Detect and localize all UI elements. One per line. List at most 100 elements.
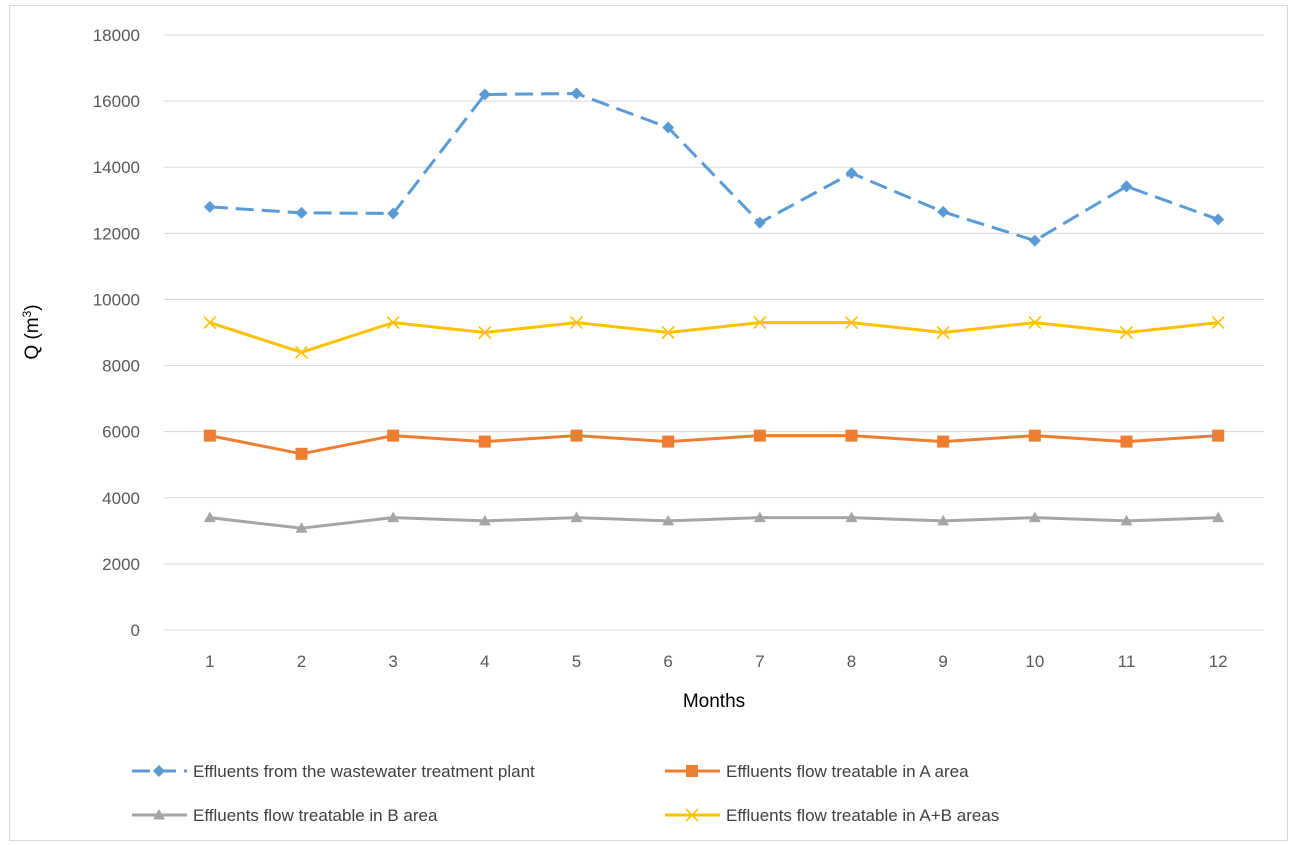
data-point	[1120, 180, 1133, 193]
y-tick-label: 0	[131, 621, 140, 640]
data-point	[478, 514, 491, 526]
x-tick-label: 11	[1118, 652, 1136, 671]
data-point	[1120, 514, 1133, 526]
data-point	[203, 200, 216, 213]
data-point	[1211, 316, 1225, 330]
data-point	[685, 808, 699, 822]
data-point	[753, 316, 767, 330]
data-point	[662, 121, 675, 134]
series-2	[203, 429, 1225, 460]
series-lines	[203, 87, 1225, 533]
legend-entry-3: Effluents flow treatable in B area	[132, 806, 438, 825]
y-tick-label: 10000	[93, 290, 140, 309]
data-point	[936, 325, 950, 340]
series-3	[203, 511, 1225, 533]
data-point	[662, 514, 675, 526]
data-point	[1212, 213, 1225, 226]
series-4	[203, 316, 1225, 359]
series-line	[209, 516, 1219, 530]
data-point	[203, 429, 216, 442]
legend: Effluents from the wastewater treatment …	[132, 762, 999, 825]
series-line	[209, 321, 1219, 354]
data-point	[1028, 234, 1041, 247]
data-point	[753, 429, 766, 442]
data-point	[478, 435, 491, 448]
data-point	[203, 511, 216, 523]
data-point	[845, 429, 858, 442]
data-point	[937, 514, 950, 526]
data-point	[845, 167, 858, 180]
legend-entry-1: Effluents from the wastewater treatment …	[132, 762, 535, 781]
data-point	[845, 511, 858, 523]
y-axis-title: Q (m3)	[20, 304, 43, 359]
y-axis-title-end: )	[22, 304, 43, 310]
series-1	[203, 87, 1225, 247]
data-point	[1120, 435, 1133, 448]
data-point	[1028, 316, 1042, 330]
x-tick-label: 6	[663, 652, 672, 671]
data-point	[387, 429, 400, 442]
data-point	[387, 511, 400, 523]
legend-entry-4: Effluents flow treatable in A+B areas	[665, 806, 999, 825]
data-point	[1028, 429, 1041, 442]
y-tick-label: 2000	[102, 555, 140, 574]
y-axis-title-superscript: 3	[20, 310, 34, 317]
y-tick-label: 4000	[102, 489, 140, 508]
data-point	[662, 435, 675, 448]
y-tick-label: 8000	[102, 357, 140, 376]
y-tick-label: 12000	[93, 224, 140, 243]
legend-entry-2: Effluents flow treatable in A area	[665, 762, 969, 781]
x-tick-label: 3	[388, 652, 397, 671]
x-axis-title: Months	[683, 691, 745, 712]
data-point	[661, 325, 675, 340]
data-point	[386, 316, 400, 330]
x-tick-label: 4	[480, 652, 489, 671]
x-tick-labels: 1 2 3 4 5 6 7 8 9 10 11 12	[205, 652, 1228, 671]
data-point	[153, 809, 165, 820]
y-tick-label: 16000	[93, 92, 140, 111]
data-point	[295, 447, 308, 460]
data-point	[844, 316, 859, 330]
y-tick-label: 14000	[93, 158, 140, 177]
data-point	[295, 206, 308, 219]
y-tick-label: 18000	[93, 26, 140, 45]
data-point	[478, 325, 492, 340]
legend-label: Effluents flow treatable in A area	[726, 762, 969, 781]
y-axis-title-text: Q (m	[22, 317, 43, 359]
x-tick-label: 7	[755, 652, 764, 671]
x-tick-label: 10	[1025, 652, 1044, 671]
x-tick-label: 12	[1209, 652, 1228, 671]
data-point	[570, 87, 583, 100]
data-point	[1028, 511, 1041, 523]
data-point	[1119, 325, 1134, 340]
data-point	[570, 511, 583, 523]
data-point	[686, 765, 698, 777]
legend-label: Effluents flow treatable in A+B areas	[726, 806, 999, 825]
y-tick-label: 6000	[102, 423, 140, 442]
data-point	[294, 345, 309, 359]
data-point	[203, 316, 217, 330]
x-tick-label: 2	[297, 652, 306, 671]
gridlines	[164, 34, 1264, 631]
data-point	[153, 765, 165, 777]
data-point	[1212, 429, 1225, 442]
x-tick-label: 1	[205, 652, 214, 671]
x-tick-label: 5	[572, 652, 581, 671]
data-point	[570, 429, 583, 442]
series-line	[209, 434, 1219, 456]
data-point	[753, 511, 766, 523]
legend-label: Effluents flow treatable in B area	[193, 806, 438, 825]
legend-label: Effluents from the wastewater treatment …	[193, 762, 535, 781]
series-line	[209, 92, 1219, 243]
x-tick-label: 9	[938, 652, 947, 671]
data-point	[295, 522, 308, 533]
data-point	[387, 207, 400, 220]
data-point	[753, 216, 766, 229]
data-point	[937, 435, 950, 448]
chart-frame	[9, 5, 1288, 841]
data-point	[1212, 511, 1225, 523]
x-tick-label: 8	[847, 652, 856, 671]
y-tick-labels: 0 2000 4000 6000 8000 10000 12000 14000 16000 180…	[93, 26, 140, 640]
data-point	[478, 88, 491, 101]
